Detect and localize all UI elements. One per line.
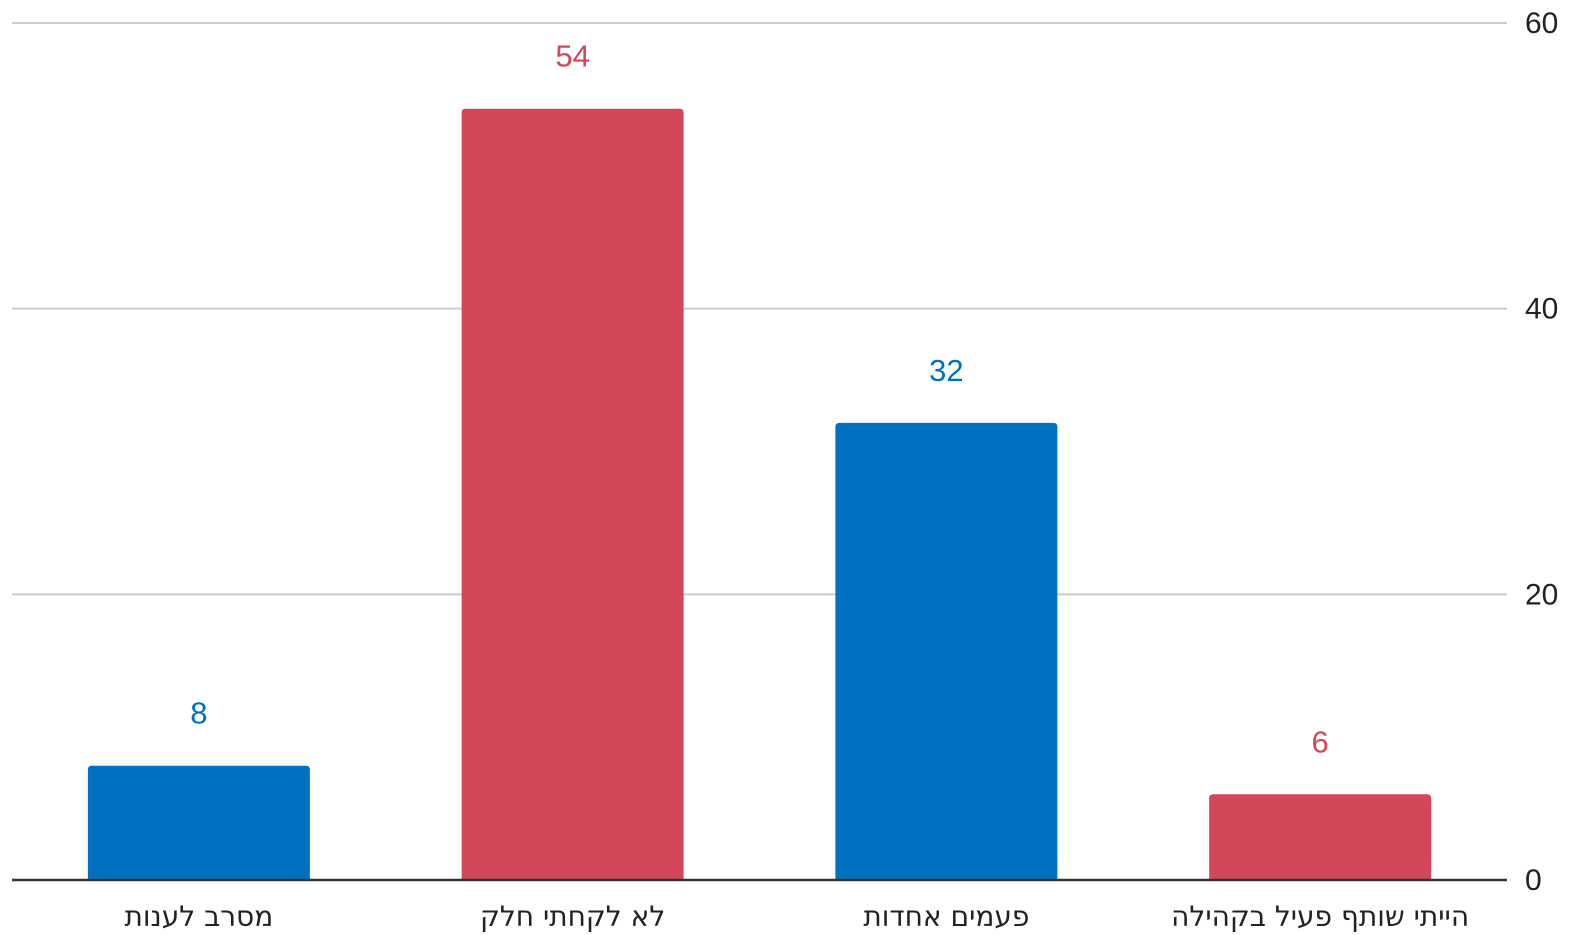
data-label-3: 32 [929, 353, 963, 388]
category-label-2: לא לקחתי חלק [480, 900, 665, 933]
y-axis-ticks: 0 20 40 60 [1525, 7, 1558, 897]
gridlines [12, 22, 1507, 596]
category-label-4: הייתי שותף פעיל בקהילה [1171, 900, 1469, 933]
data-labels: 8 54 32 6 [190, 39, 1329, 760]
category-labels: מסרב לענות לא לקחתי חלק פעמים אחדות הייתי ש… [124, 900, 1469, 933]
bar-4 [1209, 794, 1432, 880]
data-label-1: 8 [190, 696, 207, 731]
y-tick-label-40: 40 [1525, 293, 1558, 326]
y-tick-label-0: 0 [1525, 864, 1542, 897]
bar-2 [461, 108, 684, 880]
bar-3 [835, 422, 1058, 880]
bar-1 [87, 765, 310, 880]
data-label-2: 54 [555, 39, 589, 74]
bars [87, 108, 1432, 880]
category-label-1: מסרב לענות [124, 900, 273, 933]
data-label-4: 6 [1312, 724, 1329, 759]
y-tick-label-60: 60 [1525, 7, 1558, 40]
y-tick-label-20: 20 [1525, 578, 1558, 611]
category-label-3: פעמים אחדות [863, 900, 1029, 933]
